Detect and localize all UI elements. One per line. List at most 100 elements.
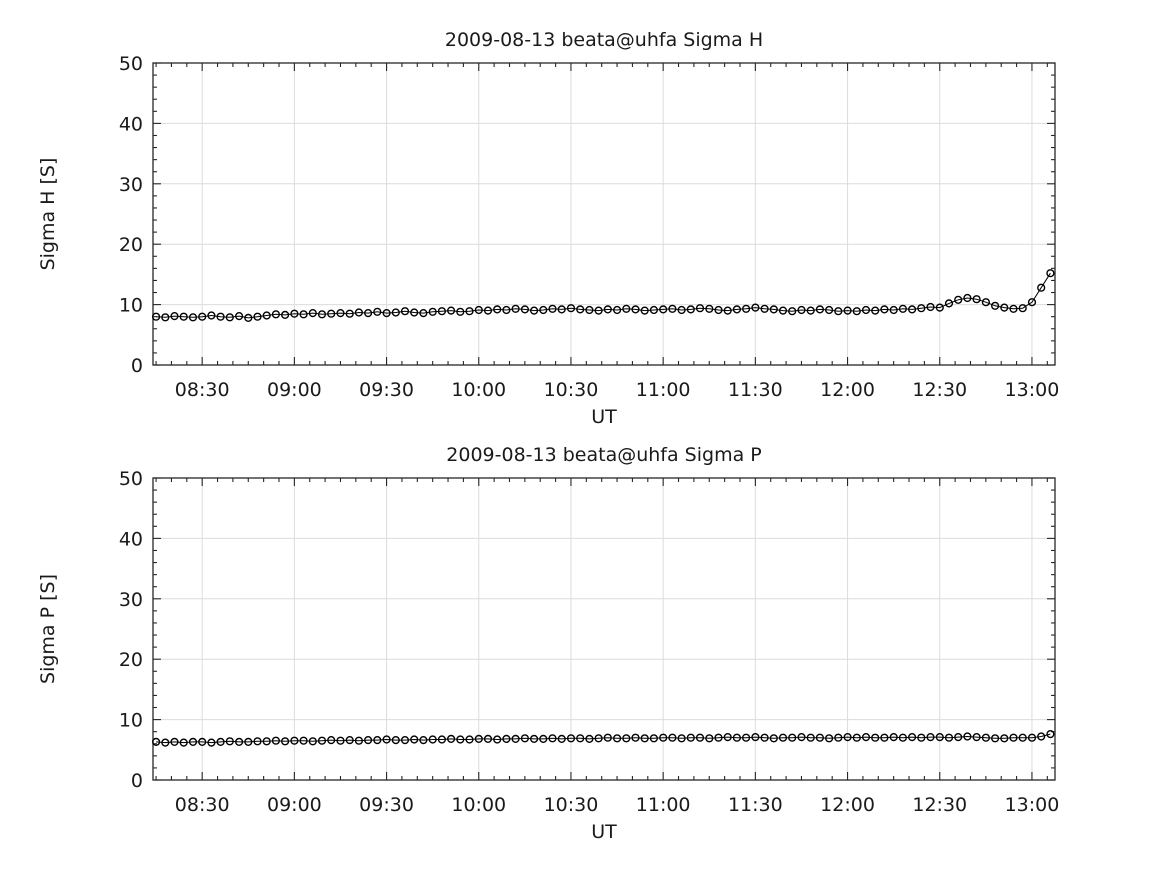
data-point-marker <box>308 737 317 746</box>
data-point-marker <box>290 736 299 745</box>
data-point-marker <box>815 305 825 314</box>
axes-box <box>152 62 1056 366</box>
y-tick-label: 20 <box>119 234 143 256</box>
data-point-marker <box>926 732 935 742</box>
data-point-marker <box>944 299 954 308</box>
data-point-marker <box>373 735 382 745</box>
x-tick-label: 11:30 <box>728 794 783 816</box>
data-point-marker <box>391 735 400 745</box>
data-point-marker <box>437 735 447 744</box>
data-point-marker <box>695 304 705 313</box>
data-point-marker <box>714 733 723 742</box>
data-point-marker <box>437 307 447 316</box>
data-point-marker <box>640 734 649 743</box>
data-point-marker <box>576 734 585 743</box>
data-point-marker <box>253 737 262 746</box>
data-point-marker <box>990 734 1000 743</box>
data-point-marker <box>548 734 557 743</box>
data-point-marker <box>576 305 585 314</box>
data-point-marker <box>1046 729 1055 739</box>
data-point-marker <box>852 733 861 742</box>
data-point-marker <box>677 305 686 315</box>
data-point-marker <box>271 736 281 745</box>
data-markers <box>152 729 1055 747</box>
data-point-marker <box>161 738 170 747</box>
data-point-marker <box>391 308 400 317</box>
data-point-marker <box>788 733 797 742</box>
data-point-marker <box>1027 733 1037 742</box>
data-point-marker <box>1037 732 1046 741</box>
data-point-marker <box>1018 733 1027 742</box>
data-point-marker <box>244 313 253 323</box>
data-point-marker <box>1046 269 1055 278</box>
data-point-marker <box>880 733 889 742</box>
data-point-marker <box>686 733 695 742</box>
y-tick-label: 40 <box>119 113 143 135</box>
y-axis-label: Sigma H [S] <box>37 158 59 271</box>
y-axis-label: Sigma P [S] <box>37 574 59 684</box>
data-point-marker <box>428 735 437 744</box>
data-point-marker <box>1027 298 1037 307</box>
data-point-marker <box>354 308 364 317</box>
data-point-marker <box>852 307 861 316</box>
data-point-marker <box>585 734 594 744</box>
data-point-marker <box>271 310 281 319</box>
data-point-marker <box>834 733 843 742</box>
data-point-marker <box>364 309 373 318</box>
data-line <box>156 733 1051 744</box>
data-point-marker <box>649 734 659 743</box>
data-point-marker <box>465 735 474 744</box>
grid-lines <box>153 63 1055 365</box>
data-point-marker <box>345 309 354 318</box>
data-point-marker <box>834 307 843 316</box>
data-point-marker <box>769 305 778 314</box>
data-point-marker <box>354 736 364 745</box>
data-point-marker <box>327 309 336 318</box>
x-tick-label: 12:30 <box>912 379 967 401</box>
x-tick-label: 09:30 <box>359 379 414 401</box>
data-point-marker <box>769 734 778 743</box>
data-point-marker <box>345 735 354 745</box>
x-tick-label: 09:00 <box>267 379 322 401</box>
data-point-marker <box>410 308 419 317</box>
data-point-marker <box>493 735 502 744</box>
data-point-marker <box>741 304 751 313</box>
data-point-marker <box>603 305 612 314</box>
data-point-marker <box>898 304 908 313</box>
data-point-marker <box>317 736 327 745</box>
x-axis-label: UT <box>591 406 617 428</box>
data-point-marker <box>529 734 539 744</box>
x-tick-label: 09:30 <box>359 794 414 816</box>
data-point-marker <box>686 305 695 314</box>
data-point-marker <box>483 734 493 744</box>
data-point-marker <box>723 306 732 315</box>
plot-title: 2009-08-13 beata@uhfa Sigma H <box>445 29 763 51</box>
data-point-marker <box>152 737 161 747</box>
data-point-marker <box>824 734 834 743</box>
data-point-marker <box>364 735 373 745</box>
data-point-marker <box>336 309 345 318</box>
data-point-marker <box>981 298 991 307</box>
data-point-marker <box>907 732 917 742</box>
grid-lines <box>153 478 1055 780</box>
data-point-marker <box>880 305 889 314</box>
data-point-marker <box>640 306 649 315</box>
data-point-marker <box>529 306 539 315</box>
x-tick-label: 08:30 <box>175 379 230 401</box>
data-point-marker <box>935 303 944 312</box>
data-line <box>156 272 1051 319</box>
data-point-marker <box>963 732 972 741</box>
x-tick-label: 13:00 <box>1005 379 1060 401</box>
data-point-marker <box>299 736 308 745</box>
data-point-marker <box>944 733 954 742</box>
data-point-marker <box>520 305 530 314</box>
x-tick-label: 12:30 <box>912 794 967 816</box>
y-tick-label: 0 <box>131 355 143 377</box>
data-point-marker <box>824 305 834 315</box>
data-point-marker <box>400 735 410 745</box>
data-point-marker <box>483 306 493 315</box>
y-tick-label: 0 <box>131 770 143 792</box>
data-point-marker <box>649 305 659 315</box>
x-tick-label: 12:00 <box>820 794 875 816</box>
data-point-marker <box>871 306 880 315</box>
